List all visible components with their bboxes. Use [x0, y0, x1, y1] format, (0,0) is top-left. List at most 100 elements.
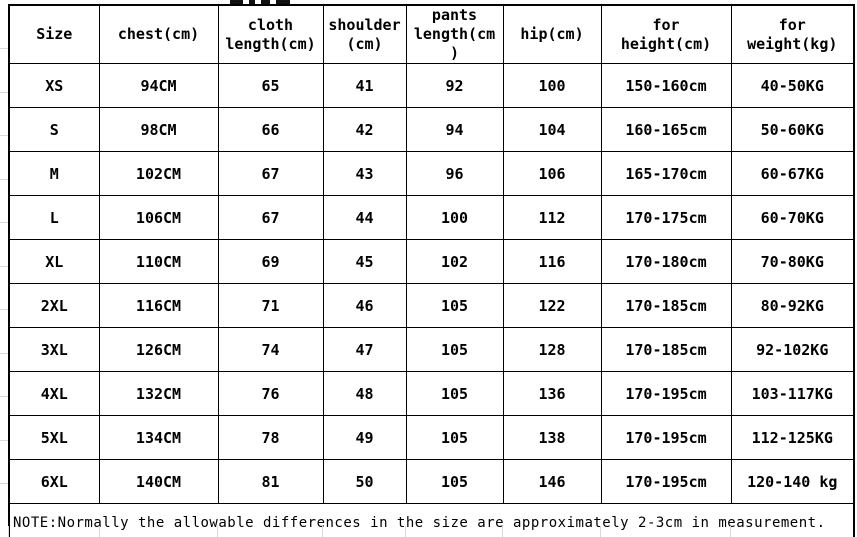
cell-shoulder: 43 — [322, 151, 407, 196]
cell-for-weight: 60-70KG — [730, 195, 855, 240]
table-row: XS 94CM 65 41 92 100 150-160cm 40-50KG — [8, 63, 855, 108]
cell-for-height: 170-185cm — [600, 283, 732, 328]
table-row: 4XL 132CM 76 48 105 136 170-195cm 103-117KG — [8, 371, 855, 416]
cell-cloth-length: 69 — [217, 239, 324, 284]
column-header-chest: chest(cm) — [98, 4, 219, 64]
gridline-stub — [405, 526, 406, 537]
header-row: Size chest(cm) cloth length(cm) shoulder (c… — [8, 4, 855, 64]
cell-pants-length: 102 — [405, 239, 504, 284]
note-text: NOTE:Normally the allowable differences … — [8, 503, 855, 537]
cell-hip: 138 — [502, 415, 602, 460]
cell-hip: 112 — [502, 195, 602, 240]
cell-for-weight: 60-67KG — [730, 151, 855, 196]
cell-pants-length: 92 — [405, 63, 504, 108]
cell-cloth-length: 66 — [217, 107, 324, 152]
gridline-stub — [0, 353, 8, 354]
cell-for-weight: 120-140 kg — [730, 459, 855, 504]
gridline-stub — [0, 440, 8, 441]
cell-size: S — [8, 107, 100, 152]
gridline-stub — [217, 526, 218, 537]
cell-size: 6XL — [8, 459, 100, 504]
cell-shoulder: 45 — [322, 239, 407, 284]
cell-shoulder: 50 — [322, 459, 407, 504]
cell-for-height: 170-195cm — [600, 415, 732, 460]
column-header-hip: hip(cm) — [502, 4, 602, 64]
cell-hip: 106 — [502, 151, 602, 196]
gridline-stub — [0, 483, 8, 484]
table-row: 5XL 134CM 78 49 105 138 170-195cm 112-125KG — [8, 415, 855, 460]
cell-shoulder: 47 — [322, 327, 407, 372]
gridline-stub — [730, 526, 731, 537]
gridline-stub — [0, 309, 8, 310]
column-header-for-height: for height(cm) — [600, 4, 732, 64]
cell-cloth-length: 76 — [217, 371, 324, 416]
cell-size: XS — [8, 63, 100, 108]
cell-for-height: 165-170cm — [600, 151, 732, 196]
cell-chest: 116CM — [98, 283, 219, 328]
gridline-stub — [8, 526, 9, 537]
cell-for-height: 170-185cm — [600, 327, 732, 372]
column-header-size: Size — [8, 4, 100, 64]
gridline-stub — [0, 396, 8, 397]
cell-pants-length: 105 — [405, 283, 504, 328]
note-row: NOTE:Normally the allowable differences … — [8, 503, 855, 537]
cell-chest: 132CM — [98, 371, 219, 416]
cell-cloth-length: 67 — [217, 151, 324, 196]
gridline-stub — [0, 266, 8, 267]
cell-for-height: 150-160cm — [600, 63, 732, 108]
cell-shoulder: 42 — [322, 107, 407, 152]
size-chart-table: Size chest(cm) cloth length(cm) shoulder (c… — [8, 4, 855, 537]
cell-cloth-length: 65 — [217, 63, 324, 108]
cell-cloth-length: 71 — [217, 283, 324, 328]
table-body: XS 94CM 65 41 92 100 150-160cm 40-50KG S 98CM 66 42… — [8, 63, 855, 537]
cell-shoulder: 41 — [322, 63, 407, 108]
cell-for-weight: 40-50KG — [730, 63, 855, 108]
cell-cloth-length: 78 — [217, 415, 324, 460]
gridline-stub — [0, 222, 8, 223]
cell-for-height: 170-195cm — [600, 371, 732, 416]
clipped-text-artifact — [230, 0, 290, 4]
cell-shoulder: 44 — [322, 195, 407, 240]
table-row: 2XL 116CM 71 46 105 122 170-185cm 80-92KG — [8, 283, 855, 328]
cell-size: M — [8, 151, 100, 196]
cell-hip: 122 — [502, 283, 602, 328]
cell-pants-length: 100 — [405, 195, 504, 240]
cell-pants-length: 105 — [405, 415, 504, 460]
cell-pants-length: 96 — [405, 151, 504, 196]
cell-shoulder: 48 — [322, 371, 407, 416]
cell-chest: 126CM — [98, 327, 219, 372]
table-row: L 106CM 67 44 100 112 170-175cm 60-70KG — [8, 195, 855, 240]
cell-for-height: 170-175cm — [600, 195, 732, 240]
cell-size: L — [8, 195, 100, 240]
cell-pants-length: 105 — [405, 459, 504, 504]
table-header: Size chest(cm) cloth length(cm) shoulder (c… — [8, 4, 855, 64]
cell-chest: 102CM — [98, 151, 219, 196]
cell-cloth-length: 67 — [217, 195, 324, 240]
cell-pants-length: 105 — [405, 327, 504, 372]
cell-cloth-length: 74 — [217, 327, 324, 372]
cell-for-height: 170-180cm — [600, 239, 732, 284]
cell-size: 5XL — [8, 415, 100, 460]
cell-for-weight: 112-125KG — [730, 415, 855, 460]
cell-chest: 106CM — [98, 195, 219, 240]
table-row: M 102CM 67 43 96 106 165-170cm 60-67KG — [8, 151, 855, 196]
cell-chest: 110CM — [98, 239, 219, 284]
cell-hip: 100 — [502, 63, 602, 108]
column-header-for-weight: for weight(kg) — [730, 4, 855, 64]
cell-for-weight: 92-102KG — [730, 327, 855, 372]
table-row: 3XL 126CM 74 47 105 128 170-185cm 92-102KG — [8, 327, 855, 372]
cell-size: 3XL — [8, 327, 100, 372]
gridline-stub — [0, 48, 8, 49]
table-row: 6XL 140CM 81 50 105 146 170-195cm 120-140 kg — [8, 459, 855, 504]
gridline-stub — [0, 179, 8, 180]
gridline-stub — [322, 526, 323, 537]
cell-hip: 146 — [502, 459, 602, 504]
cell-for-height: 170-195cm — [600, 459, 732, 504]
cell-hip: 136 — [502, 371, 602, 416]
cell-size: 4XL — [8, 371, 100, 416]
cell-chest: 98CM — [98, 107, 219, 152]
table-row: XL 110CM 69 45 102 116 170-180cm 70-80KG — [8, 239, 855, 284]
gridline-stub — [502, 526, 503, 537]
cell-chest: 140CM — [98, 459, 219, 504]
